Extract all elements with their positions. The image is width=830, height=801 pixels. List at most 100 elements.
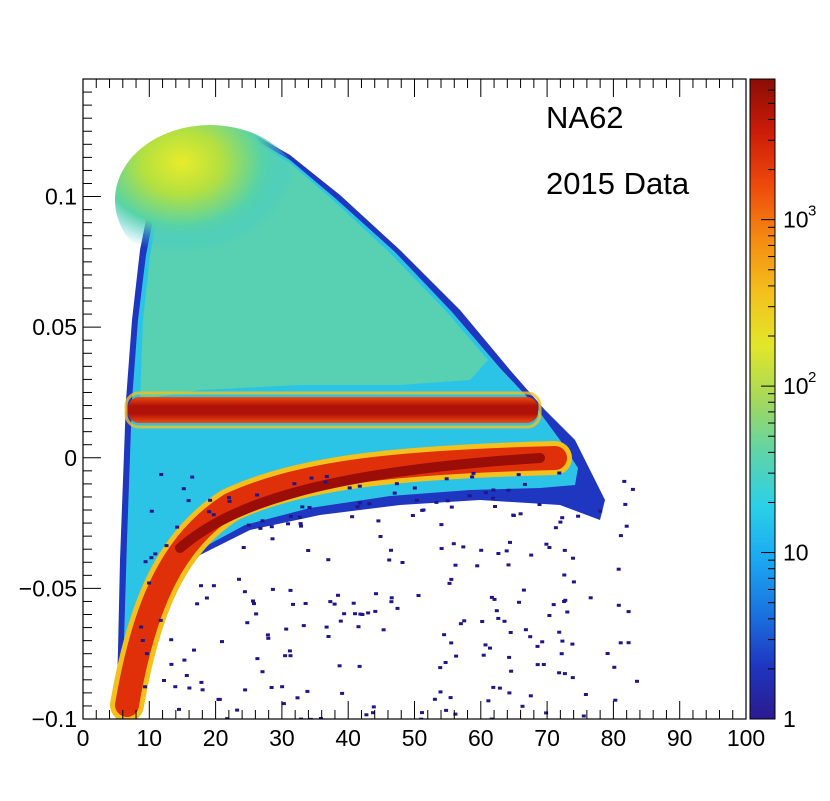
scatter-point	[481, 653, 486, 657]
scatter-point	[357, 664, 362, 668]
scatter-point	[255, 493, 260, 497]
horizontal-band	[128, 397, 538, 423]
scatter-point	[177, 707, 181, 711]
y-axis-ticks	[83, 78, 101, 720]
scatter-point	[288, 654, 293, 658]
scatter-point	[371, 705, 376, 709]
scatter-point	[306, 549, 311, 552]
scatter-point	[243, 688, 248, 692]
scatter-point	[588, 596, 593, 600]
scatter-point	[392, 491, 397, 495]
scatter-point	[506, 488, 511, 492]
scatter-point	[508, 540, 512, 544]
scatter-point	[288, 588, 293, 592]
scatter-point	[613, 698, 618, 702]
scatter-point	[438, 690, 443, 694]
scatter-point	[235, 708, 240, 712]
scatter-point	[356, 625, 361, 629]
scatter-point	[618, 534, 623, 538]
scatter-point	[502, 619, 507, 623]
scatter-point	[181, 487, 186, 491]
scatter-point	[286, 522, 290, 526]
scatter-point	[421, 508, 426, 512]
scatter-point	[462, 619, 467, 623]
scatter-point	[371, 711, 375, 715]
scatter-point	[518, 512, 523, 516]
scatter-point	[483, 491, 488, 495]
scatter-point	[305, 689, 310, 693]
scatter-point	[412, 486, 417, 490]
scatter-point	[195, 602, 200, 606]
scatter-point	[497, 686, 502, 690]
scatter-point	[387, 558, 392, 562]
scatter-point	[416, 594, 421, 597]
scatter-point	[336, 593, 340, 597]
scatter-point	[558, 520, 563, 524]
scatter-point	[394, 482, 399, 486]
scatter-point	[537, 503, 542, 506]
scatter-point	[199, 680, 204, 684]
scatter-point	[504, 549, 509, 553]
colorbar	[749, 78, 776, 720]
scatter-point	[479, 548, 484, 552]
scatter-point	[158, 618, 163, 622]
x-tick-label: 10	[137, 725, 163, 751]
scatter-point	[258, 526, 263, 530]
scatter-point	[241, 546, 246, 549]
annotation-dataset: 2015 Data	[546, 166, 690, 201]
scatter-point	[551, 603, 556, 607]
scatter-point	[507, 691, 512, 695]
scatter-point	[528, 635, 533, 639]
scatter-point	[598, 509, 603, 513]
scatter-point	[616, 567, 621, 571]
scatter-point	[624, 524, 629, 528]
scatter-point	[265, 633, 270, 637]
colorbar-tick-label: 10	[783, 373, 809, 399]
scatter-point	[207, 510, 212, 514]
scatter-point	[366, 611, 371, 615]
scatter-point	[475, 564, 480, 568]
x-tick-label: 20	[203, 725, 229, 751]
colorbar-tick-exponent: 2	[808, 369, 816, 386]
scatter-point	[448, 696, 453, 700]
scatter-point	[559, 652, 564, 656]
x-tick-label: 70	[534, 725, 560, 751]
scatter-point	[467, 494, 472, 498]
x-tick-label: 60	[468, 725, 494, 751]
scatter-point	[182, 658, 187, 662]
scatter-point	[470, 475, 475, 479]
scatter-point	[454, 654, 459, 658]
scatter-point	[287, 649, 292, 653]
scatter-point	[364, 713, 369, 717]
scatter-point	[581, 714, 586, 718]
scatter-point	[300, 505, 305, 509]
scatter-point	[565, 610, 570, 614]
scatter-point	[451, 542, 456, 546]
scatter-point	[200, 688, 205, 692]
scatter-point	[443, 661, 448, 664]
scatter-point	[544, 542, 549, 546]
scatter-point	[357, 484, 362, 488]
scatter-point	[623, 502, 628, 506]
scatter-point	[254, 612, 259, 616]
colorbar-tick-label: 1	[783, 706, 796, 732]
scatter-point	[199, 584, 203, 588]
scatter-point	[301, 624, 306, 628]
scatter-point	[562, 573, 567, 577]
scatter-point	[434, 500, 439, 504]
scatter-point	[164, 544, 169, 548]
scatter-point	[220, 640, 224, 644]
scatter-point	[190, 475, 195, 479]
scatter-point	[480, 620, 485, 623]
annotation-experiment: NA62	[546, 100, 624, 135]
colorbar-tick-exponent: 3	[808, 203, 816, 220]
scatter-point	[292, 482, 297, 486]
scatter-point	[563, 598, 568, 602]
colorbar-tick-label: 10	[783, 540, 809, 566]
scatter-point	[295, 696, 300, 700]
x-tick-label: 50	[402, 725, 428, 751]
scatter-point	[252, 602, 256, 606]
y-axis-tick-labels: −0.1 −0.05 0 0.05 0.1	[19, 184, 77, 732]
scatter-point	[291, 602, 295, 606]
